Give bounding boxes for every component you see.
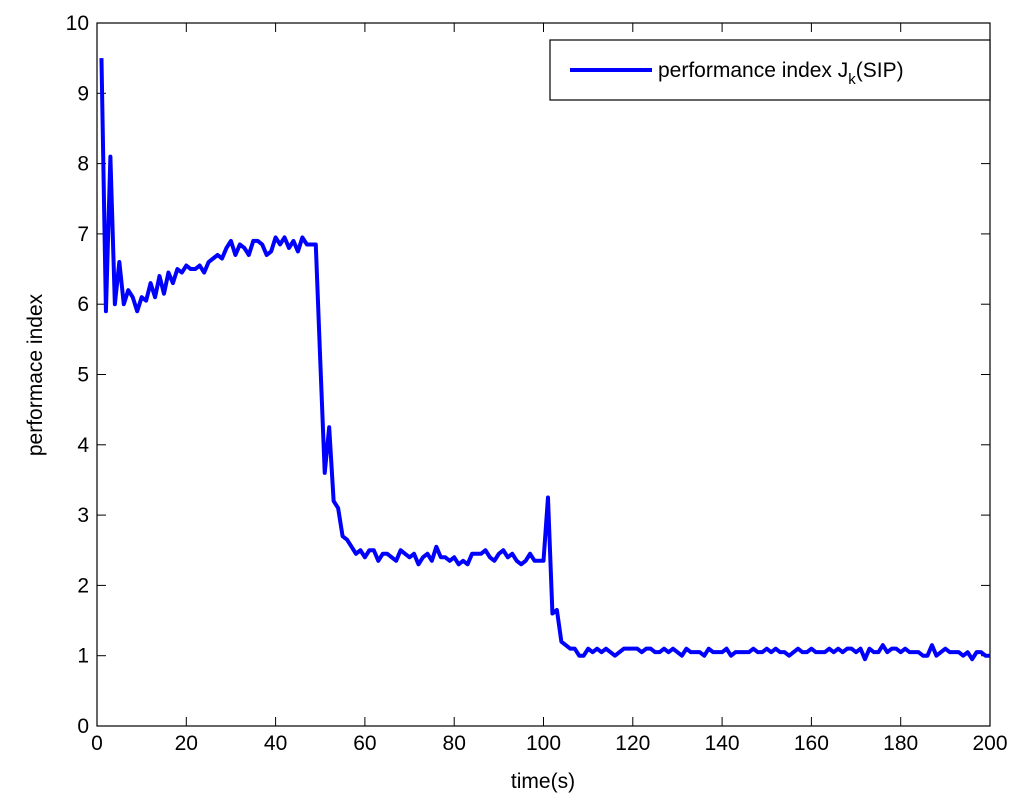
y-tick-label: 5	[77, 364, 89, 387]
x-tick-label: 60	[353, 732, 376, 755]
x-axis-label: time(s)	[511, 770, 575, 793]
y-tick-label: 3	[77, 504, 89, 527]
legend: performance index Jk(SIP)	[549, 39, 991, 101]
x-tick-label: 100	[526, 732, 561, 755]
x-tick-label: 20	[175, 732, 198, 755]
y-tick-label: 9	[77, 82, 89, 105]
plot-frame	[96, 22, 991, 727]
x-tick-label: 160	[794, 732, 829, 755]
legend-label: performance index Jk(SIP)	[658, 59, 904, 88]
x-tick-label: 200	[972, 732, 1007, 755]
y-tick-label: 2	[77, 574, 89, 597]
y-tick-label: 8	[77, 153, 89, 176]
y-tick-label: 4	[77, 434, 89, 457]
y-tick-label: 6	[77, 293, 89, 316]
x-tick-label: 120	[615, 732, 650, 755]
y-tick-label: 1	[77, 645, 89, 668]
x-tick-label: 140	[705, 732, 740, 755]
y-tick-label: 10	[66, 12, 89, 35]
y-axis-label: performace index	[24, 293, 47, 456]
data-line	[99, 58, 990, 662]
x-tick-label: 80	[443, 732, 466, 755]
x-tick-label: 40	[264, 732, 287, 755]
y-tick-label: 7	[77, 223, 89, 246]
x-tick-label: 180	[883, 732, 918, 755]
x-tick-label: 0	[91, 732, 103, 755]
y-tick-label: 0	[77, 715, 89, 738]
